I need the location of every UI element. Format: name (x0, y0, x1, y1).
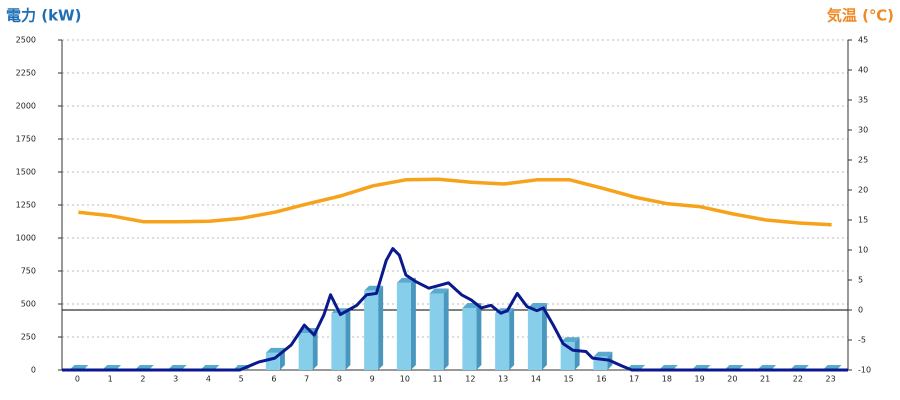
x-tick-label: 3 (173, 375, 178, 384)
y-tick-label: 750 (21, 267, 36, 276)
power-line (62, 247, 848, 372)
x-tick-label: 14 (531, 375, 541, 384)
x-tick-label: 18 (662, 375, 672, 384)
x-tick-label: 19 (695, 375, 705, 384)
x-tick-label: 17 (629, 375, 639, 384)
y-tick-label: 1250 (16, 201, 36, 210)
y-tick-label: 2500 (16, 36, 36, 45)
x-tick-label: 20 (727, 375, 737, 384)
y2-tick-label: 35 (858, 96, 868, 105)
bar-top (265, 347, 285, 353)
x-tick-label: 12 (465, 375, 475, 384)
y-tick-label: 2250 (16, 69, 36, 78)
y2-tick-label: 40 (858, 66, 868, 75)
x-tick-label: 21 (760, 375, 770, 384)
bar-side (509, 308, 515, 370)
bar (527, 307, 542, 370)
x-tick-label: 1 (108, 375, 113, 384)
bar-side (378, 285, 384, 370)
x-tick-label: 2 (140, 375, 145, 384)
y-tick-label: 500 (21, 300, 36, 309)
bar-side (443, 288, 449, 370)
x-tick-label: 23 (826, 375, 836, 384)
y-axis-title: 電力 (kW) (6, 7, 81, 25)
bar (462, 307, 477, 370)
x-tick-label: 13 (498, 375, 508, 384)
bar-top (593, 351, 613, 357)
y2-tick-label: 30 (858, 126, 868, 135)
x-tick-label: 11 (433, 375, 443, 384)
x-tick-label: 7 (304, 375, 309, 384)
x-tick-label: 0 (75, 375, 80, 384)
bar-side (410, 277, 416, 370)
y-tick-label: 2000 (16, 102, 36, 111)
bar-top (429, 288, 449, 294)
y2-tick-label: 45 (858, 36, 868, 45)
y2-tick-label: 20 (858, 186, 868, 195)
bar (495, 313, 510, 370)
x-tick-label: 9 (370, 375, 375, 384)
x-tick-label: 8 (337, 375, 342, 384)
y-tick-label: 0 (31, 366, 36, 375)
bar (298, 333, 313, 370)
y-tick-label: 250 (21, 333, 36, 342)
temperature-line (78, 177, 832, 227)
y2-tick-label: -10 (858, 366, 871, 375)
bar (364, 290, 379, 370)
y2-tick-label: -5 (858, 336, 866, 345)
bar-side (345, 308, 351, 370)
y2-axis-title: 気温 (℃) (827, 7, 894, 25)
y-tick-label: 1000 (16, 234, 36, 243)
y-tick-label: 1750 (16, 135, 36, 144)
bar-top (527, 302, 547, 308)
y2-tick-label: 5 (858, 276, 863, 285)
x-tick-label: 5 (239, 375, 244, 384)
x-tick-label: 6 (271, 375, 276, 384)
y2-tick-label: 15 (858, 216, 868, 225)
y2-tick-label: 10 (858, 246, 868, 255)
bar (396, 282, 411, 370)
x-tick-label: 4 (206, 375, 211, 384)
bar-side (541, 302, 547, 370)
bar-side (312, 328, 318, 370)
x-tick-label: 10 (400, 375, 410, 384)
x-tick-label: 22 (793, 375, 803, 384)
y2-tick-label: 25 (858, 156, 868, 165)
bar-top (560, 337, 580, 343)
bar (331, 313, 346, 370)
bar (429, 293, 444, 370)
bar-side (476, 302, 482, 370)
x-tick-label: 15 (564, 375, 574, 384)
bar-side (574, 337, 580, 370)
y2-tick-label: 0 (858, 306, 863, 315)
y-tick-label: 1500 (16, 168, 36, 177)
x-tick-label: 16 (596, 375, 606, 384)
